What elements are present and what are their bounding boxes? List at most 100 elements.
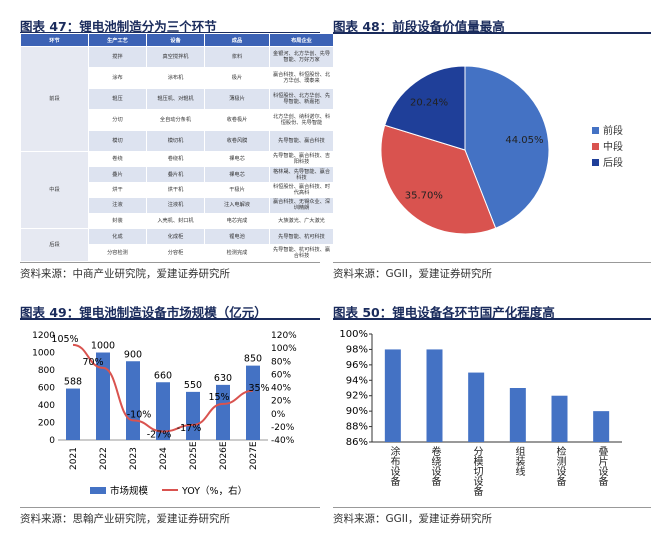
table-header: 成品 [204, 33, 270, 47]
y2-tick: 60% [271, 370, 291, 380]
table-row: 前段 搅拌 真空搅拌机 浆料 金银河、北方华创、先导智能、万好万家 [20, 46, 334, 152]
table-header: 生产工艺 [88, 33, 147, 47]
bar-label: 850 [244, 354, 262, 365]
bar-label: 900 [124, 349, 142, 360]
y-tick: 100% [339, 329, 368, 340]
table-cell: 分容检测 [88, 244, 147, 262]
bar [468, 372, 485, 442]
y2-tick: 0% [271, 410, 286, 420]
y-tick: 86% [346, 437, 368, 448]
table-row: 注液 注液机 注入电解液 赢合科技、无锡众业、深圳精朗 [21, 197, 334, 214]
bar [551, 395, 568, 442]
bar [246, 365, 260, 440]
yoy-line [72, 343, 254, 433]
table-cell: 注液 [88, 197, 147, 214]
fig50-source: 资料来源：GGII，爱建证券研究所 [333, 513, 492, 525]
fig47-source: 资料来源：中商产业研究院，爱建证券研究所 [20, 268, 230, 280]
y2-tick: 40% [271, 384, 291, 394]
x-tick: 2027E [249, 441, 259, 470]
table-row: 辊压 辊压机、对辊机 薄极片 科恒股份、北方华创、先导智能、新嘉拓 [21, 88, 334, 110]
fig49-title: 图表 49：锂电池制造设备市场规模（亿元） [20, 305, 267, 320]
y2-tick: 100% [271, 344, 297, 354]
table-header: 设备 [146, 33, 205, 47]
y2-tick: -40% [271, 436, 295, 446]
table-cell: 大族激光、广大激光 [269, 212, 334, 229]
bar-label: 660 [154, 370, 172, 381]
divider [333, 262, 651, 263]
y2-tick: 20% [271, 397, 291, 407]
pie-slice-前段 [464, 65, 550, 229]
table-cell: 入壳机、封口机 [146, 212, 205, 229]
bar-label: 588 [64, 377, 82, 388]
table-cell: 科恒股份、北方华创、先导智能、新嘉拓 [269, 88, 334, 110]
x-tick: 2021 [69, 447, 79, 470]
table-cell: 涂布 [88, 67, 147, 89]
table-row: 中段 卷绕 卷绕机 裸电芯 先导智能、赢合科技、吉阳科技 [20, 150, 334, 229]
x-tick: 2025E [189, 441, 199, 470]
divider [20, 507, 320, 508]
x-tick-coating: 涂布设备 [388, 446, 399, 486]
y-tick: 98% [346, 344, 368, 355]
legend-label: 前段 [603, 124, 623, 137]
x-tick: 2024 [159, 447, 169, 470]
table-cell: 叠片 [88, 166, 147, 183]
legend-label: 中段 [603, 140, 623, 153]
title-rule [20, 318, 320, 320]
table-cell: 涂布机 [146, 67, 205, 89]
y-tick: 96% [346, 360, 368, 371]
table-cell: 卷绕机 [146, 150, 205, 168]
bar [384, 349, 401, 442]
table-cell: 先导智能、杭可科技 [269, 227, 334, 246]
y-tick: 92% [346, 391, 368, 402]
table-cell: 先导智能、赢合科技、吉阳科技 [269, 150, 334, 168]
table-cell: 叠片机 [146, 166, 205, 183]
x-tick: 2026E [219, 441, 229, 470]
fig47-title: 图表 47：锂电池制造分为三个环节 [20, 19, 217, 34]
legend-swatch [592, 159, 599, 166]
bar [96, 352, 110, 440]
table-cell: 烘干机 [146, 181, 205, 199]
table-cell: 辊压机、对辊机 [146, 88, 205, 110]
x-tick-winding: 卷绕设备 [429, 446, 440, 486]
table-cell: 搅拌 [88, 46, 147, 68]
y-tick: 94% [346, 375, 368, 386]
stage-cell: 后段 [20, 227, 89, 262]
stage-cell: 中段 [20, 151, 89, 229]
table-cell: 电芯完成 [204, 212, 270, 229]
table-cell: 先导智能、赢合科技 [269, 130, 334, 152]
x-tick-testing: 检测设备 [554, 446, 565, 486]
yoy-label: -27% [147, 429, 172, 440]
process-table: 环节 生产工艺 设备 成品 布局企业 前段 搅拌 真空搅拌机 浆料 金银河、北方华创、先导智能、万… [20, 33, 334, 262]
y-tick: 1200 [32, 331, 55, 341]
y-tick: 88% [346, 422, 368, 433]
table-cell: 北方华创、纳科诺尔、科恒股份、先导智能 [269, 109, 334, 131]
divider [333, 507, 651, 508]
x-tick: 2022 [99, 447, 109, 470]
fig50-title: 图表 50：锂电设备各环节国产化程度高 [333, 305, 555, 320]
table-row: 封装 入壳机、封口机 电芯完成 大族激光、广大激光 [21, 212, 334, 229]
bar [186, 391, 200, 440]
title-rule [333, 32, 651, 34]
bar [156, 382, 170, 440]
table-cell: 极片 [204, 67, 270, 89]
bar-label: 1000 [91, 341, 115, 352]
pie-label: 20.24% [410, 97, 448, 108]
table-cell: 裸电芯 [204, 150, 270, 168]
y-tick: 90% [346, 406, 368, 417]
pie-label: 44.05% [505, 135, 543, 146]
table-cell: 化成 [88, 227, 147, 246]
yoy-label: 105% [51, 334, 78, 345]
y-tick: 200 [38, 419, 55, 429]
table-cell: 真空搅拌机 [146, 46, 205, 68]
yoy-label: -17% [177, 423, 202, 434]
yoy-label: 15% [208, 392, 229, 403]
table-cell: 收卷风膜 [204, 130, 270, 152]
yoy-label: -10% [127, 409, 152, 420]
table-row: 分容检测 分容柜 检测完成 先导智能、杭可科技、赢合科技 [21, 244, 334, 262]
bar [66, 388, 80, 440]
y2-tick: 80% [271, 357, 291, 367]
x-tick-assembly: 组装线 [513, 446, 524, 476]
fig48-title: 图表 48：前段设备价值量最高 [333, 19, 505, 34]
divider [20, 262, 320, 263]
